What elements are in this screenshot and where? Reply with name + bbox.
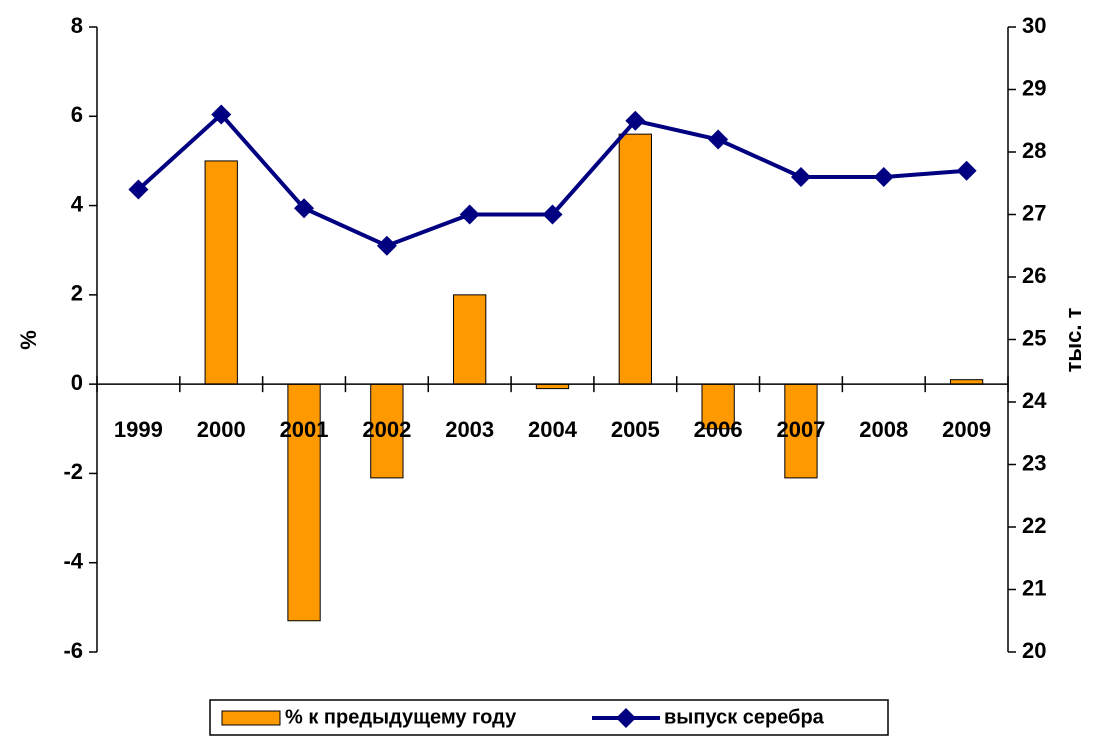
x-tick-label: 2008	[859, 417, 908, 442]
y-tick-label: 0	[71, 370, 83, 395]
y2-tick-label: 25	[1022, 325, 1046, 350]
y-tick-label: 4	[71, 191, 84, 216]
y-tick-label: 8	[71, 13, 83, 38]
y-tick-label: -2	[63, 459, 83, 484]
y-tick-label: 6	[71, 102, 83, 127]
y-tick-label: -4	[63, 549, 83, 574]
x-tick-label: 2009	[942, 417, 991, 442]
y2-tick-label: 30	[1022, 13, 1046, 38]
x-tick-label: 2004	[528, 417, 578, 442]
x-tick-label: 2006	[694, 417, 743, 442]
bar	[204, 160, 238, 385]
y-tick-label: -6	[63, 638, 83, 663]
marker	[459, 204, 480, 225]
marker	[956, 160, 977, 181]
y2-tick-label: 22	[1022, 513, 1046, 538]
bar	[287, 383, 321, 622]
marker	[128, 179, 149, 200]
bar	[618, 133, 652, 385]
x-tick-label: 2003	[445, 417, 494, 442]
marker	[376, 235, 397, 256]
legend-swatch	[221, 710, 281, 726]
marker	[294, 198, 315, 219]
marker	[708, 129, 729, 150]
y2-tick-label: 28	[1022, 138, 1046, 163]
x-tick-label: 1999	[114, 417, 163, 442]
y2-tick-label: 20	[1022, 638, 1046, 663]
y-axis-label: %	[16, 330, 41, 350]
bar	[784, 383, 818, 479]
x-tick-label: 2002	[362, 417, 411, 442]
x-tick-label: 2000	[197, 417, 246, 442]
marker	[873, 167, 894, 187]
marker	[790, 167, 811, 187]
y2-tick-label: 24	[1022, 388, 1047, 413]
y2-tick-label: 21	[1022, 575, 1046, 600]
y2-tick-label: 29	[1022, 75, 1046, 100]
y2-tick-label: 27	[1022, 200, 1046, 225]
marker	[211, 104, 232, 125]
line	[137, 111, 967, 248]
marker	[625, 110, 646, 131]
bar	[453, 294, 487, 385]
x-tick-label: 2001	[280, 417, 329, 442]
legend: % к предыдущему году выпуск серебра	[209, 699, 889, 736]
x-tick-label: 2007	[776, 417, 825, 442]
y2-tick-label: 26	[1022, 263, 1046, 288]
legend-label: % к предыдущему году	[285, 706, 517, 728]
x-tick-label: 2005	[611, 417, 660, 442]
bar	[370, 383, 404, 479]
legend-label: выпуск серебра	[664, 706, 825, 728]
y-tick-label: 2	[71, 281, 83, 306]
bar	[701, 383, 735, 430]
legend-marker	[616, 708, 636, 728]
y2-axis-label: тыс. т	[1061, 307, 1086, 372]
marker	[542, 204, 563, 225]
legend-box	[209, 699, 889, 736]
y2-tick-label: 23	[1022, 450, 1046, 475]
